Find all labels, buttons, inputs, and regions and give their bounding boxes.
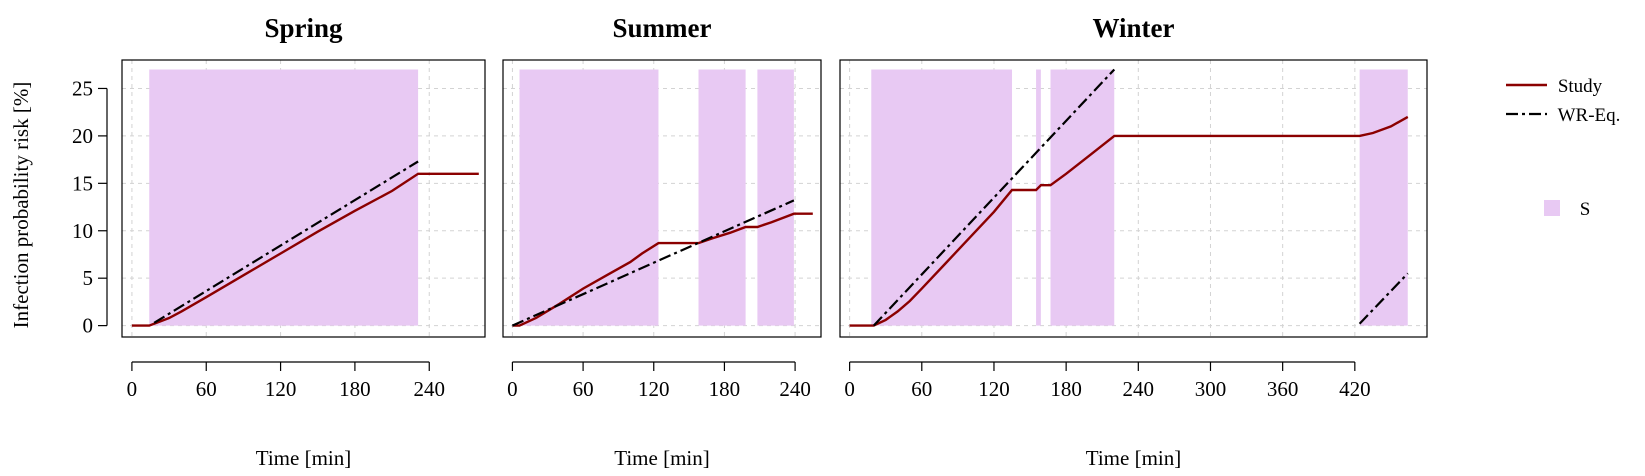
legend-study-label: Study (1558, 76, 1603, 97)
x-tick-label: 240 (779, 377, 811, 401)
x-tick-label: 180 (709, 377, 741, 401)
series-wreq-line (511, 199, 795, 327)
x-tick-label: 60 (196, 377, 217, 401)
x-axis-label: Time [min] (1086, 446, 1181, 470)
occupancy-region (1036, 69, 1041, 326)
x-tick-label: 360 (1267, 377, 1299, 401)
panel-spring: 0 60 120 180 240 0 5 10 15 20 25 Spring Time [min] (72, 13, 486, 470)
series-study-line (849, 115, 1409, 327)
x-tick-label: 0 (127, 377, 138, 401)
series-wreq-line (872, 68, 1116, 327)
panel-title: Winter (1093, 13, 1175, 43)
legend: Study WR-Eq. S (1506, 76, 1620, 220)
x-tick-label: 240 (1123, 377, 1155, 401)
x-tick-label: 120 (638, 377, 670, 401)
y-tick-label: 10 (72, 219, 93, 243)
x-tick-label: 300 (1195, 377, 1227, 401)
x-tick-label: 180 (339, 377, 371, 401)
legend-s-label: S (1580, 199, 1591, 220)
panel-summer: 0 60 120 180 240 Summer Time [min] (502, 13, 822, 470)
occupancy-region (1359, 69, 1408, 326)
x-tick-label: 0 (844, 377, 855, 401)
x-tick-label: 420 (1339, 377, 1371, 401)
y-tick-label: 0 (83, 314, 94, 338)
x-tick-label: 0 (507, 377, 518, 401)
occupancy-region (698, 69, 746, 326)
y-tick-label: 15 (72, 171, 93, 195)
x-tick-label: 60 (911, 377, 932, 401)
x-axis-label: Time [min] (256, 446, 351, 470)
occupancy-region (1050, 69, 1115, 326)
x-tick-label: 180 (1050, 377, 1082, 401)
y-tick-label: 20 (72, 124, 93, 148)
series-wreq-line (153, 160, 419, 324)
plot-frame (121, 59, 486, 338)
x-tick-label: 60 (573, 377, 594, 401)
series-study-line (512, 212, 813, 327)
legend-s-box (1544, 200, 1560, 216)
occupancy-region (871, 69, 1013, 326)
y-tick-label: 5 (83, 266, 94, 290)
occupancy-region (757, 69, 794, 326)
plot-frame (502, 59, 822, 338)
occupancy-region (519, 69, 659, 326)
panel-title: Spring (264, 13, 343, 43)
occupancy-region (149, 69, 419, 326)
legend-wreq-label: WR-Eq. (1558, 105, 1621, 126)
y-axis-label: Infection probability risk [%] (9, 82, 33, 329)
y-tick-label: 25 (72, 76, 93, 100)
panel-winter: 0 60 120 180 240 300 360 420 Winter Time [min] (839, 13, 1428, 470)
series-study-line (131, 172, 479, 327)
x-axis-label: Time [min] (614, 446, 709, 470)
series-wreq-line (1358, 272, 1409, 325)
x-tick-label: 120 (978, 377, 1010, 401)
x-tick-label: 240 (413, 377, 445, 401)
panel-title: Summer (613, 13, 712, 43)
x-tick-label: 120 (265, 377, 297, 401)
plot-frame (839, 59, 1428, 338)
